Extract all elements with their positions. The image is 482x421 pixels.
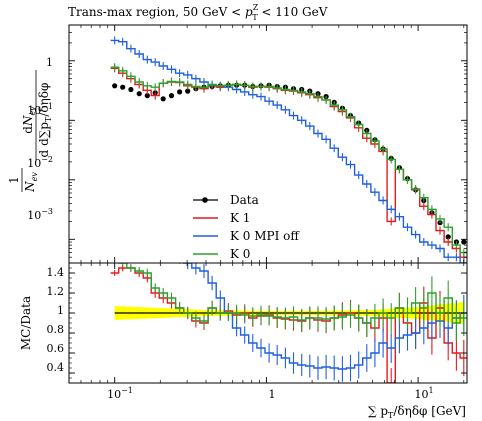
xtick-1em1-base: 10: [107, 388, 121, 401]
ylabel-denominator: d d∑pT/δηδφ: [37, 83, 53, 158]
ytick-main-em2: 10−2: [27, 155, 53, 170]
ytick-main-em3: 10−3: [27, 207, 53, 222]
ytick-ratio-1p4: 1.4: [47, 266, 65, 279]
ratio-series-k-0: [118, 263, 467, 324]
title-var-sub: T: [252, 13, 258, 22]
ratio-ylabel: MC/Data: [19, 296, 33, 350]
ytick-ratio-0p4: 0.4: [47, 361, 65, 374]
title-suffix: < 110 GeV: [258, 5, 328, 19]
main-point-data-8: [177, 89, 183, 95]
main-point-data-3: [136, 91, 142, 97]
main-ylabel-prefactor: 1 Nev: [7, 168, 39, 193]
xtick-1: 1: [269, 388, 276, 401]
xtick-1e1-base: 10: [414, 388, 428, 401]
ylabel-den-tail: /δηδφ: [37, 83, 51, 117]
xlabel-sub: T: [388, 411, 394, 420]
main-point-data-9: [185, 88, 191, 94]
main-point-data-41: [445, 234, 451, 240]
ytick-main-em1-base: 10: [27, 104, 41, 117]
xtick-1e1-exp: 1: [428, 386, 433, 395]
ytick-ratio-0p6: 0.6: [47, 342, 65, 355]
ylabel-prefactor-sub: ev: [30, 172, 39, 182]
ylabel-prefactor-den: Nev: [23, 172, 39, 193]
title-prefix: Trans-max region, 50 GeV <: [68, 5, 245, 19]
main-point-data-7: [168, 93, 175, 99]
ytick-main-1: 1: [46, 56, 53, 69]
ylabel-prefactor-one: 1: [7, 176, 21, 184]
ylabel-den-rest: d∑p: [37, 122, 51, 150]
main-point-data-0: [112, 83, 118, 89]
ratio-series-group: [110, 263, 467, 383]
ylabel-prefactor-n: N: [23, 181, 37, 193]
ylabel-num-sub: ev: [28, 106, 37, 116]
ytick-main-em3-exp: −3: [41, 207, 53, 216]
xtick-1e1: 101: [414, 386, 433, 401]
main-point-data-1: [120, 84, 126, 90]
title-var: p: [245, 5, 253, 19]
xlabel-prefix: ∑ p: [368, 404, 388, 418]
ytick-main-em2-base: 10: [27, 157, 41, 170]
legend-label-k0: K 0: [230, 247, 250, 261]
xlabel: ∑ pT/δηδφ [GeV]: [368, 404, 466, 420]
main-ylabel: dNev d d∑pT/δηδφ: [21, 70, 53, 160]
ytick-main-em2-exp: −2: [41, 155, 53, 164]
xlabel-suffix: /δηδφ [GeV]: [393, 404, 466, 418]
legend-label-k1: K 1: [230, 211, 250, 225]
legend: Data K 1 K 0 MPI off K 0: [193, 193, 300, 261]
main-point-data-2: [128, 86, 134, 93]
legend-marker-data: [202, 197, 208, 203]
ratio-series-k-0-mpi-off: [183, 263, 467, 370]
ratio-series-k-1: [110, 267, 467, 383]
ytick-ratio-1p2: 1.2: [47, 285, 65, 298]
ylabel-num-d: d: [21, 126, 35, 134]
ylabel-den-d: d: [37, 149, 51, 157]
legend-label-k0mpioff: K 0 MPI off: [230, 229, 300, 243]
ytick-main-em3-base: 10: [27, 209, 41, 222]
main-series-k-0-mpi-off: [110, 39, 467, 263]
main-series-k-0: [110, 66, 467, 254]
chart-title: Trans-max region, 50 GeV < pZ T < 110 GeV: [68, 3, 328, 22]
ytick-ratio-0p8: 0.8: [47, 323, 65, 336]
ytick-main-em1: 10−1: [27, 102, 53, 117]
tick-marks: [69, 25, 467, 383]
ylabel-num-n: N: [21, 115, 35, 127]
ylabel-numerator: dNev: [21, 106, 37, 134]
main-point-data-43: [461, 239, 467, 245]
xtick-1em1-exp: −1: [121, 386, 133, 395]
title-var-sup: Z: [253, 3, 259, 12]
ytick-main-em1-exp: −1: [41, 102, 53, 111]
xtick-1em1: 10−1: [107, 386, 133, 401]
legend-label-data: Data: [230, 193, 259, 207]
main-point-data-4: [144, 93, 150, 99]
main-point-data-6: [160, 96, 166, 102]
ytick-ratio-1: 1: [57, 304, 64, 317]
ylabel-den-sub2: T: [44, 116, 53, 122]
main-series-group: [110, 36, 467, 263]
